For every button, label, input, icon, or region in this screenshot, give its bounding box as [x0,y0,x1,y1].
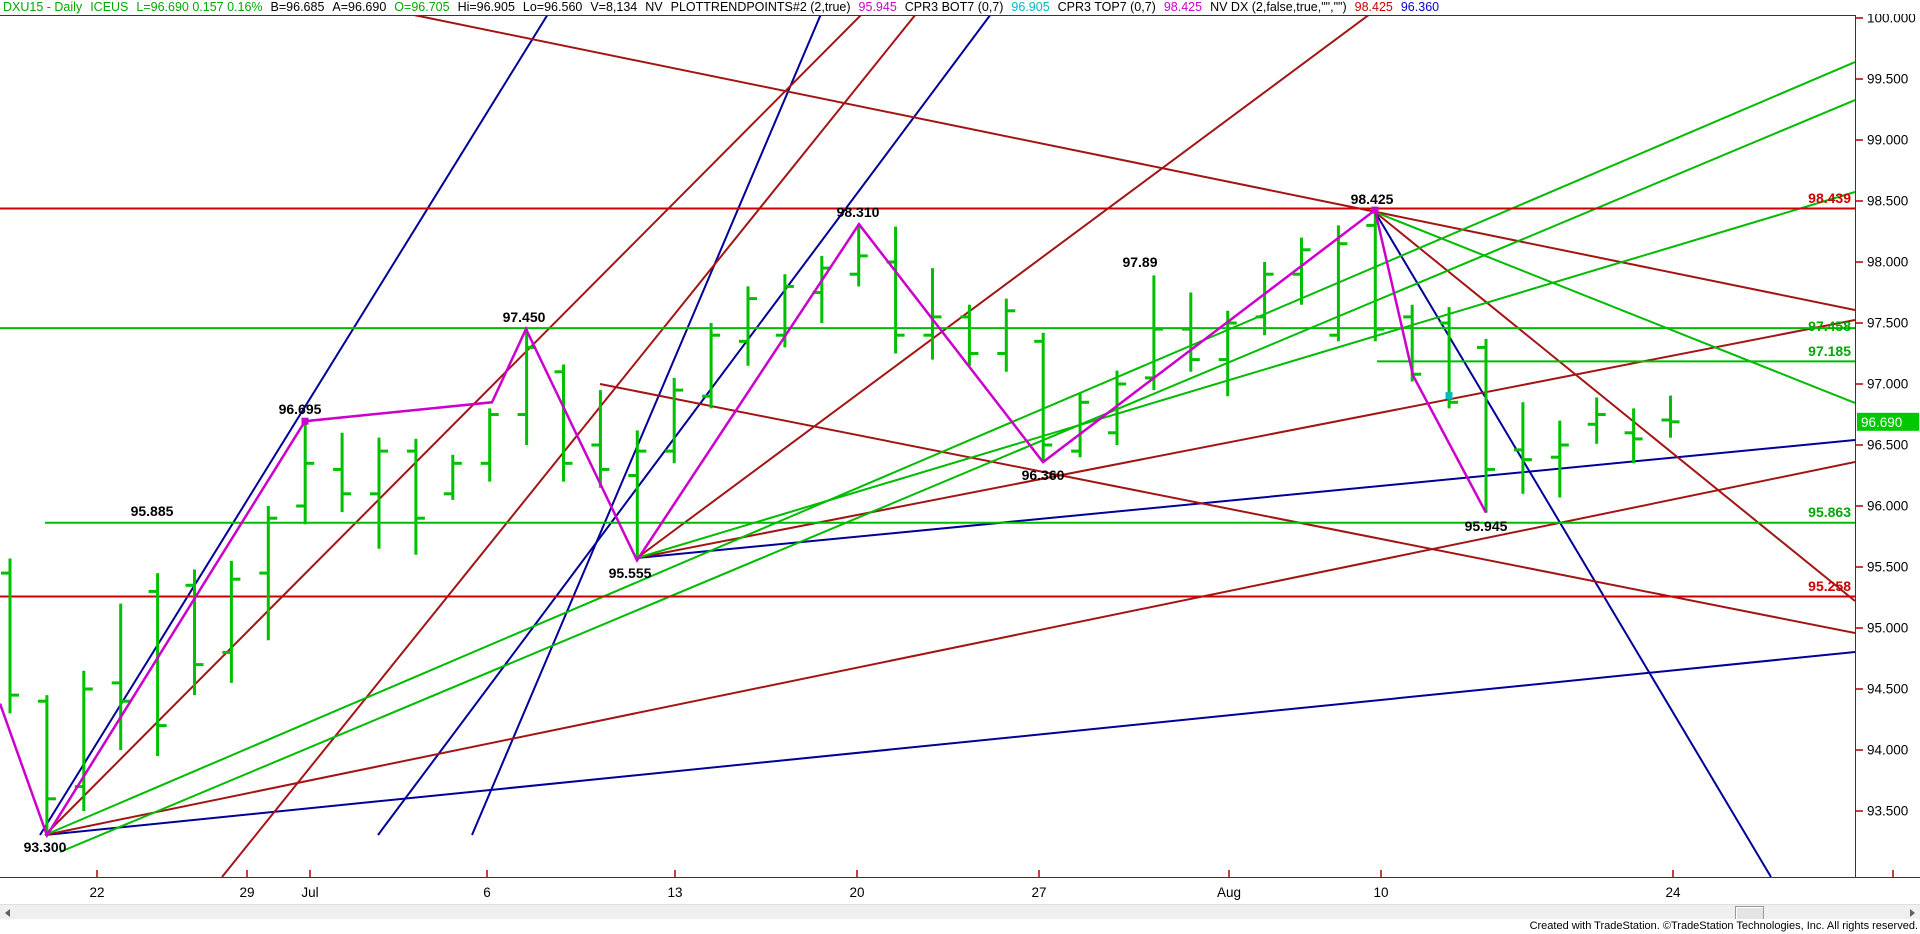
price-tick-label: 100.000 [1867,14,1916,26]
trend-line-green [1374,211,1855,404]
date-label: Aug [1217,885,1241,900]
date-label: 6 [483,885,491,900]
scrollbar-thumb[interactable] [1735,906,1764,920]
level-price-label: 97.458 [1808,318,1851,334]
level-price-label: 98.439 [1808,190,1851,206]
price-tick-label: 98.000 [1867,255,1908,270]
date-label: 27 [1031,885,1046,900]
trend-line-blue [377,15,992,836]
header-segment: Lo=96.560 [522,0,583,14]
header-segment: NV [645,0,663,14]
header-segment: 96.360 [1400,0,1440,14]
scroll-right-arrow-icon[interactable] [1904,905,1920,920]
copyright-text: Created with TradeStation. ©TradeStation… [0,919,1918,934]
horizontal-scrollbar[interactable] [0,904,1920,920]
scroll-left-arrow-icon[interactable] [0,905,16,920]
pivot-price-label: 95.555 [609,565,652,581]
price-tick-label: 99.000 [1867,133,1908,148]
date-label: 20 [849,885,864,900]
trend-line-green [636,191,1855,559]
level-price-label: 95.863 [1808,504,1851,520]
header-segment: 95.945 [858,0,897,14]
pivot-marker [1371,206,1379,214]
pivot-price-label: 93.300 [24,839,67,855]
price-tick-label: 95.500 [1867,560,1908,575]
trend-line-blue [636,439,1855,559]
trend-line-red [1374,211,1855,602]
header-segment: NV DX (2,false,true,"","") [1210,0,1347,14]
price-tick-label: 96.000 [1867,499,1908,514]
price-tick-label: 97.000 [1867,377,1908,392]
header-segment: B=96.685 [270,0,325,14]
price-tick-label: 99.500 [1867,72,1908,87]
date-label: 13 [667,885,682,900]
header-segment: V=8,134 [590,0,638,14]
symbol-status-bar: DXU15 - Daily ICEUS L=96.690 0.157 0.16% B=… [0,0,1920,15]
price-tick-label: 94.500 [1867,682,1908,697]
price-tick-label: 97.500 [1867,316,1908,331]
header-segment: L=96.690 0.157 0.16% [136,0,263,14]
last-price-badge [1857,412,1919,431]
trend-line-blue [1374,211,1772,877]
pivot-price-label: 98.425 [1351,191,1394,207]
header-segment: CPR3 TOP7 (0,7) [1057,0,1156,14]
trend-line-green [59,99,1855,853]
trend-line-red [636,15,1371,559]
pivot-marker [301,417,309,425]
header-segment: DXU15 - Daily [3,0,83,14]
price-tick-label: 95.000 [1867,621,1908,636]
price-tick-label: 96.500 [1867,438,1908,453]
plot-layer [0,15,1855,877]
level-price-label: 97.185 [1808,343,1851,359]
price-chart[interactable]: 100.000 99.500 99.000 98.500 98.000 97.500 97.… [0,14,1920,904]
last-price-text: 96.690 [1861,415,1902,430]
date-label: 24 [1665,885,1681,900]
pivot-price-label: 97.89 [1122,254,1157,270]
date-label: 10 [1373,885,1388,900]
trend-line-red [636,319,1855,559]
trend-line-blue [471,15,822,836]
price-tick-label: 93.500 [1867,804,1908,819]
pivot-price-label: 98.310 [837,204,880,220]
pivot-price-label: 95.885 [131,503,174,519]
pivot-price-label: 96.360 [1022,467,1065,483]
trend-line-green [44,61,1855,836]
pivot-marker [1445,392,1453,400]
trend-line-red [408,15,1855,311]
trend-line-red [599,383,1855,634]
price-tick-label: 98.500 [1867,194,1908,209]
pivot-price-label: 95.945 [1465,518,1508,534]
date-label: 29 [239,885,254,900]
pivot-price-label: 96.695 [279,401,322,417]
header-segment: 96.905 [1011,0,1050,14]
header-segment: 98.425 [1354,0,1393,14]
trend-line-blue [39,15,549,836]
header-segment: ICEUS [90,0,129,14]
zigzag-line [0,207,1488,839]
header-segment: O=96.705 [394,0,450,14]
header-segment: CPR3 BOT7 (0,7) [904,0,1004,14]
date-label: 22 [89,885,104,900]
trend-line-red [44,461,1855,836]
trend-line-blue [44,651,1855,836]
pivot-price-label: 97.450 [503,309,546,325]
trend-line-red [44,15,863,836]
date-label: Jul [301,885,318,900]
header-segment: 98.425 [1163,0,1203,14]
header-segment: Hi=96.905 [457,0,515,14]
level-price-label: 95.258 [1808,578,1851,594]
trend-line-red [221,15,917,877]
price-tick-label: 94.000 [1867,743,1908,758]
header-segment: PLOTTRENDPOINTS#2 (2,true) [670,0,851,14]
header-segment: A=96.690 [332,0,387,14]
